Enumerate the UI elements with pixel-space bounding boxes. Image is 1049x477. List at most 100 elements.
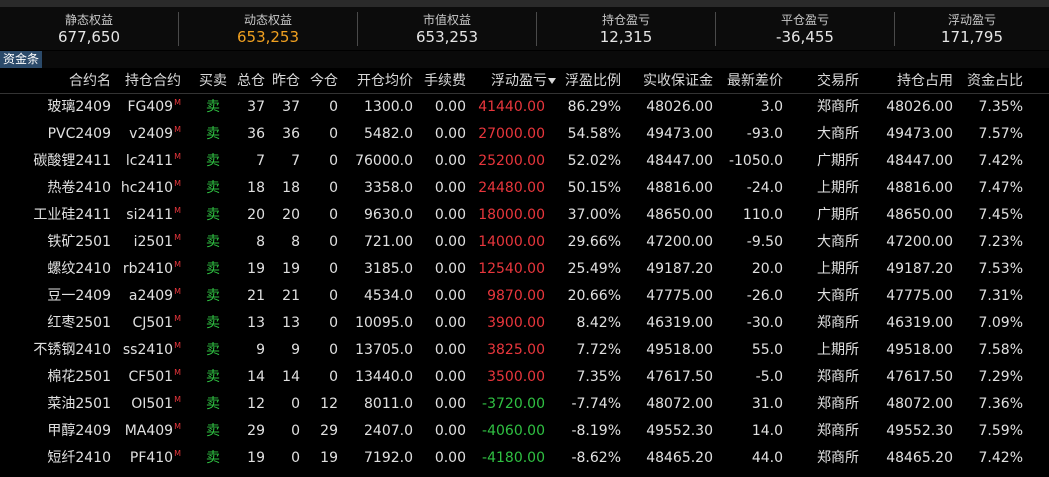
column-header-diff[interactable]: 最新差价 (727, 73, 783, 89)
table-row[interactable]: 甲醇2409 MA409M 卖 29 0 29 2407.0 0.00 -4060.00 -8.1… (0, 418, 1049, 445)
cell-diff: -1050.0 (728, 153, 783, 169)
main-contract-tag: M (174, 179, 181, 188)
cell-yesterday: 8 (291, 234, 300, 250)
cell-exchange: 广期所 (817, 207, 859, 223)
column-header-occupy[interactable]: 持仓占用 (897, 73, 953, 89)
summary-label: 动态权益 (243, 13, 292, 27)
cell-fund-ratio: 7.31% (978, 288, 1023, 304)
cell-contract-code: si2411M (111, 202, 181, 229)
cell-today: 0 (329, 369, 338, 385)
cell-yesterday: 0 (291, 396, 300, 412)
table-row[interactable]: 工业硅2411 si2411M 卖 20 20 0 9630.0 0.00 18000.00 37… (0, 202, 1049, 229)
table-row[interactable]: 铁矿2501 i2501M 卖 8 8 0 721.00 0.00 14000.00 29.66%… (0, 229, 1049, 256)
cell-yesterday: 36 (282, 126, 300, 142)
cell-float-pl: 14000.00 (478, 234, 545, 250)
summary-label: 静态权益 (64, 13, 113, 27)
table-row[interactable]: 螺纹2410 rb2410M 卖 19 19 0 3185.0 0.00 12540.00 25.… (0, 256, 1049, 283)
cell-contract-code: lc2411M (111, 148, 181, 175)
table-row[interactable]: 豆一2409 a2409M 卖 21 21 0 4534.0 0.00 9870.00 20.66… (0, 283, 1049, 310)
table-row[interactable]: 棉花2501 CF501M 卖 14 14 0 13440.0 0.00 3500.00 7.35… (0, 364, 1049, 391)
column-header-side[interactable]: 买卖 (199, 73, 227, 89)
cell-margin: 47200.00 (646, 234, 713, 250)
cell-contract-code: hc2410M (111, 175, 181, 202)
column-header-margin[interactable]: 实收保证金 (643, 73, 713, 89)
cell-float-pl: 3900.00 (487, 315, 545, 331)
column-header-total[interactable]: 总仓 (237, 73, 265, 89)
main-contract-tag: M (174, 422, 181, 431)
column-header-fund-ratio[interactable]: 资金占比 (967, 73, 1023, 89)
cell-margin: 48816.00 (646, 180, 713, 196)
cell-exchange: 郑商所 (817, 315, 859, 331)
cell-total: 37 (247, 99, 265, 115)
summary-value: 171,795 (940, 28, 1004, 46)
cell-contract-code: CF501M (111, 364, 181, 391)
cell-contract-code: a2409M (111, 283, 181, 310)
cell-fund-ratio: 7.35% (978, 99, 1023, 115)
cell-diff: 3.0 (760, 99, 783, 115)
cell-contract-name: 玻璃2409 (47, 99, 111, 115)
cell-contract-name: 螺纹2410 (47, 261, 111, 277)
cell-today: 0 (329, 99, 338, 115)
table-row[interactable]: 碳酸锂2411 lc2411M 卖 7 7 0 76000.0 0.00 25200.00 52.… (0, 148, 1049, 175)
cell-avg-price: 3185.0 (364, 261, 413, 277)
column-header-avg-price[interactable]: 开仓均价 (357, 73, 413, 89)
table-row[interactable]: 菜油2501 OI501M 卖 12 0 12 8011.0 0.00 -3720.00 -7.7… (0, 391, 1049, 418)
cell-contract-code: CJ501M (111, 310, 181, 337)
cell-diff: 55.0 (751, 342, 783, 358)
table-row[interactable]: 热卷2410 hc2410M 卖 18 18 0 3358.0 0.00 24480.00 50.… (0, 175, 1049, 202)
funds-bar-tab[interactable]: 资金条 (0, 51, 42, 68)
column-header-pl-ratio[interactable]: 浮盈比例 (565, 73, 621, 89)
cell-contract-code: ss2410M (111, 337, 181, 364)
cell-avg-price: 10095.0 (355, 315, 413, 331)
cell-diff: 20.0 (751, 261, 783, 277)
cell-pl-ratio: 29.66% (567, 234, 621, 250)
cell-fund-ratio: 7.45% (978, 207, 1023, 223)
column-header-exchange[interactable]: 交易所 (817, 73, 859, 89)
summary-value: 653,253 (415, 28, 479, 46)
summary-divider (357, 12, 358, 46)
cell-fee: 0.00 (434, 342, 466, 358)
cell-avg-price: 5482.0 (364, 126, 413, 142)
cell-fee: 0.00 (434, 423, 466, 439)
cell-side: 卖 (206, 396, 220, 412)
table-row[interactable]: 玻璃2409 FG409M 卖 37 37 0 1300.0 0.00 41440.00 86.2… (0, 94, 1049, 121)
cell-margin: 48465.20 (646, 450, 713, 466)
column-header-name[interactable]: 合约名 (69, 73, 111, 89)
table-row[interactable]: 红枣2501 CJ501M 卖 13 13 0 10095.0 0.00 3900.00 8.42… (0, 310, 1049, 337)
sort-descending-icon[interactable] (548, 78, 556, 84)
cell-margin: 47617.50 (646, 369, 713, 385)
table-row[interactable]: 短纤2410 PF410M 卖 19 0 19 7192.0 0.00 -4180.00 -8.6… (0, 445, 1049, 472)
account-summary: 静态权益 677,650 动态权益 653,253 市值权益 653,253 持… (0, 7, 1049, 50)
column-header-fee[interactable]: 手续费 (424, 73, 466, 89)
cell-today: 12 (320, 396, 338, 412)
cell-contract-code: rb2410M (111, 256, 181, 283)
cell-today: 29 (320, 423, 338, 439)
cell-contract-name: 短纤2410 (47, 450, 111, 466)
cell-pl-ratio: 25.49% (567, 261, 621, 277)
cell-pl-ratio: 52.02% (567, 153, 621, 169)
column-header-contract[interactable]: 持仓合约 (125, 73, 181, 89)
column-header-float-pl[interactable]: 浮动盈亏 (470, 69, 556, 93)
cell-float-pl: 41440.00 (478, 99, 545, 115)
cell-total: 12 (247, 396, 265, 412)
cell-diff: 110.0 (742, 207, 783, 223)
cell-occupy: 48650.00 (886, 207, 953, 223)
contract-code-text: lc2411 (125, 153, 174, 169)
cell-side: 卖 (206, 180, 220, 196)
cell-side: 卖 (206, 315, 220, 331)
cell-contract-name: 碳酸锂2411 (33, 153, 111, 169)
cell-side: 卖 (206, 153, 220, 169)
contract-code-text: FG409 (127, 99, 174, 115)
cell-occupy: 48447.00 (886, 153, 953, 169)
summary-label: 平仓盈亏 (780, 13, 829, 27)
cell-avg-price: 2407.0 (364, 423, 413, 439)
cell-occupy: 47775.00 (886, 288, 953, 304)
summary-position-pl: 持仓盈亏 12,315 (537, 7, 715, 50)
table-row[interactable]: PVC2409 v2409M 卖 36 36 0 5482.0 0.00 27000.00 54.… (0, 121, 1049, 148)
column-header-yesterday[interactable]: 昨仓 (272, 73, 300, 89)
cell-pl-ratio: -7.74% (571, 396, 621, 412)
contract-code-text: PF410 (129, 450, 174, 466)
table-row[interactable]: 不锈钢2410 ss2410M 卖 9 9 0 13705.0 0.00 3825.00 7.72… (0, 337, 1049, 364)
cell-margin: 49473.00 (646, 126, 713, 142)
column-header-today[interactable]: 今仓 (310, 73, 338, 89)
